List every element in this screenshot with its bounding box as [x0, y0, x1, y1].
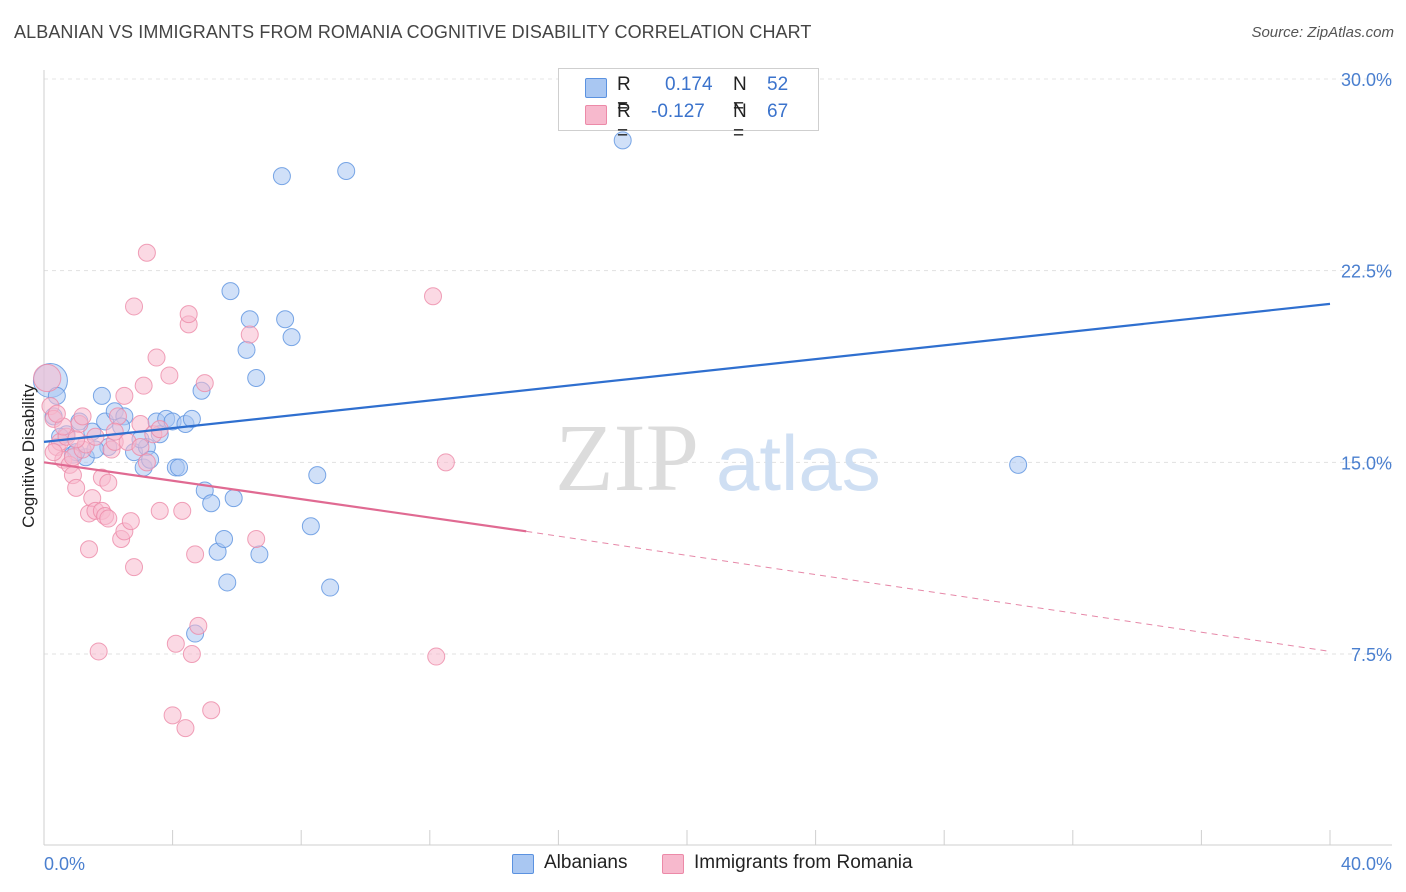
- point-albanians: [224, 489, 243, 508]
- legend-n-value: 67: [767, 101, 789, 122]
- point-romania: [150, 501, 169, 520]
- point-romania: [131, 438, 150, 456]
- point-albanians: [250, 545, 269, 564]
- x-tick-label-min: 0.0%: [44, 854, 85, 874]
- legend-r-value: 0.174: [665, 74, 713, 95]
- point-albanians: [613, 131, 632, 150]
- point-romania: [73, 407, 92, 426]
- point-romania: [33, 363, 62, 393]
- trend-line-albanians: [43, 302, 1331, 443]
- y-tick-label: 30.0%: [1341, 70, 1392, 90]
- point-romania: [247, 530, 266, 548]
- point-romania: [89, 642, 108, 661]
- point-romania: [80, 540, 99, 559]
- point-romania: [427, 647, 446, 666]
- point-albanians: [215, 530, 234, 548]
- point-romania: [99, 509, 118, 528]
- point-romania: [105, 422, 124, 441]
- point-romania: [436, 453, 455, 472]
- y-tick-label: 22.5%: [1341, 262, 1392, 282]
- point-albanians: [221, 282, 240, 301]
- x-tick-label-max: 40.0%: [1341, 854, 1392, 874]
- point-romania: [137, 453, 156, 472]
- trend-line-romania-extrapolated: [526, 530, 1331, 652]
- trend-line-romania: [43, 461, 527, 533]
- point-albanians: [1009, 455, 1028, 474]
- point-albanians: [202, 494, 221, 513]
- point-albanians: [92, 386, 111, 405]
- point-albanians: [308, 466, 327, 485]
- point-romania: [134, 376, 153, 395]
- point-albanians: [247, 369, 266, 387]
- legend-n-label: N =: [733, 74, 747, 117]
- chart-title: ALBANIAN VS IMMIGRANTS FROM ROMANIA COGN…: [14, 22, 812, 42]
- legend-r-label: R =: [617, 74, 631, 117]
- point-romania: [240, 325, 259, 344]
- point-romania: [125, 297, 144, 316]
- y-tick-label: 15.0%: [1341, 453, 1392, 473]
- axis-labels: 7.5% 15.0% 22.5% 30.0% 0.0% 40.0%: [44, 70, 1392, 874]
- legend-swatch-albanians: [585, 78, 607, 98]
- bottom-legend-label-romania: Immigrants from Romania: [694, 852, 913, 873]
- trend-lines: [43, 302, 1331, 652]
- point-albanians: [182, 409, 201, 428]
- gridlines: [44, 78, 1392, 655]
- point-romania: [121, 512, 140, 531]
- point-albanians: [301, 517, 320, 536]
- legend: R = 0.174 N = 52 R = -0.127 N = 67: [558, 68, 819, 144]
- point-romania: [202, 701, 221, 720]
- point-albanians: [237, 340, 256, 359]
- point-romania: [115, 386, 134, 405]
- watermark-atlas: atlas: [716, 419, 881, 507]
- point-albanians: [276, 310, 295, 329]
- watermark-zip: ZIP: [555, 404, 699, 511]
- point-romania: [182, 645, 201, 663]
- data-points: [32, 131, 1028, 738]
- point-albanians: [282, 328, 301, 347]
- legend-r-label: R =: [617, 101, 631, 144]
- point-albanians: [170, 458, 189, 477]
- point-romania: [160, 366, 179, 385]
- point-romania: [67, 478, 86, 497]
- bottom-legend-label-albanians: Albanians: [544, 852, 628, 873]
- point-romania: [47, 404, 66, 423]
- point-romania: [99, 473, 118, 492]
- point-albanians: [240, 310, 259, 329]
- point-romania: [163, 706, 182, 725]
- y-tick-label: 7.5%: [1351, 645, 1392, 665]
- point-romania: [189, 616, 208, 635]
- point-romania: [44, 443, 63, 462]
- point-romania: [166, 634, 185, 653]
- point-albanians: [321, 578, 340, 597]
- chart-source: Source: ZipAtlas.com: [1251, 24, 1394, 41]
- bottom-legend-swatch-albanians: [512, 854, 534, 874]
- point-albanians: [218, 573, 237, 592]
- point-romania: [186, 545, 205, 564]
- point-romania: [176, 719, 195, 738]
- point-romania: [147, 348, 166, 367]
- legend-r-value: -0.127: [651, 101, 705, 122]
- point-romania: [424, 287, 443, 306]
- legend-swatch-romania: [585, 105, 607, 125]
- point-romania: [108, 407, 127, 426]
- point-albanians: [272, 167, 291, 186]
- point-romania: [173, 501, 192, 520]
- bottom-legend-swatch-romania: [662, 854, 684, 874]
- point-romania: [179, 305, 198, 324]
- legend-n-value: 52: [767, 74, 789, 95]
- y-axis-label: Cognitive Disability: [19, 384, 38, 528]
- point-albanians: [337, 162, 356, 180]
- legend-n-label: N =: [733, 101, 747, 144]
- point-romania: [137, 243, 156, 262]
- point-romania: [195, 374, 214, 393]
- point-romania: [125, 558, 144, 577]
- axes: [43, 70, 1392, 846]
